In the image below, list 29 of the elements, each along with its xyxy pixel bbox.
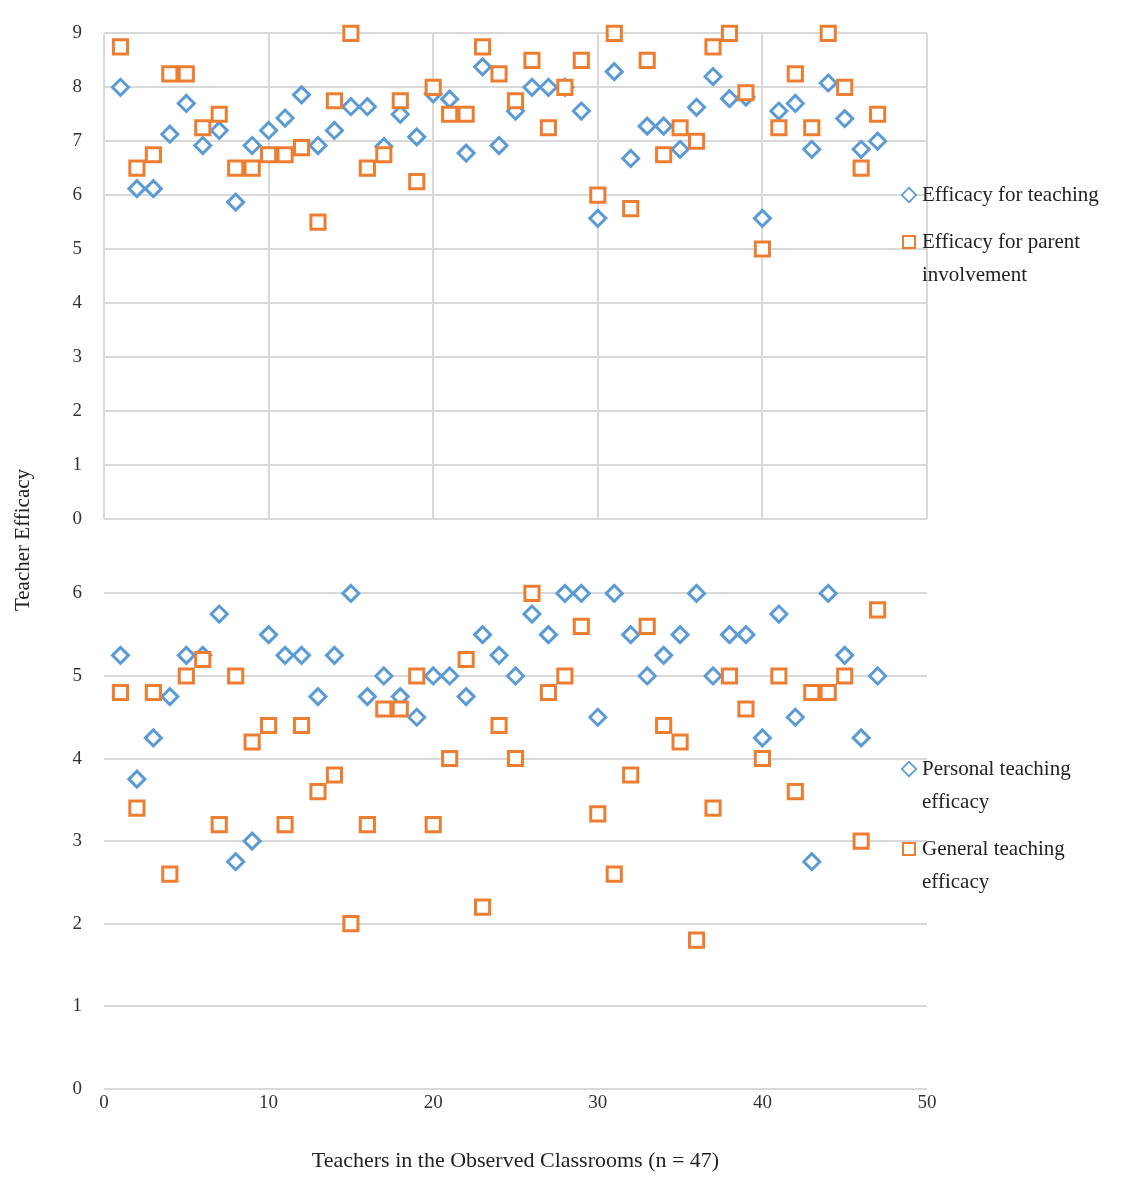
y-axis-title: Teacher Efficacy [9, 468, 35, 612]
y-tick-label: 2 [72, 398, 82, 420]
y-tick-label: 1 [72, 452, 82, 474]
x-tick-label: 10 [259, 1091, 279, 1113]
y-tick-label: 6 [72, 183, 82, 205]
legend-label: General teaching efficacy [922, 835, 1066, 895]
x-axis-title: Teachers in the Observed Classrooms (n = 47) [311, 1146, 720, 1172]
x-tick-label: 30 [588, 1091, 608, 1113]
y-tick-label: 3 [72, 344, 82, 366]
y-tick-label: 5 [72, 237, 82, 259]
x-tick-label: 40 [752, 1091, 772, 1113]
y-tick-label: 3 [72, 829, 82, 851]
y-tick-label: 7 [72, 129, 82, 151]
y-tick-label: 2 [72, 911, 82, 933]
legend-label: Efficacy for parent involvement [922, 228, 1082, 288]
y-tick-label: 4 [72, 290, 83, 312]
x-tick-label: 50 [917, 1091, 937, 1113]
legend-label: Personal teaching efficacy [922, 755, 1072, 815]
y-tick-label: 1 [72, 994, 82, 1016]
x-tick-label: 20 [423, 1091, 443, 1113]
legend-label: Efficacy for teaching [922, 181, 1099, 208]
y-tick-label: 4 [72, 746, 83, 768]
y-tick-label: 0 [72, 506, 82, 528]
x-tick-label: 0 [99, 1091, 109, 1113]
y-tick-label: 0 [72, 1076, 82, 1098]
y-tick-label: 6 [72, 581, 82, 603]
y-tick-label: 5 [72, 663, 82, 685]
y-tick-label: 9 [72, 21, 82, 43]
y-tick-label: 8 [72, 75, 82, 97]
